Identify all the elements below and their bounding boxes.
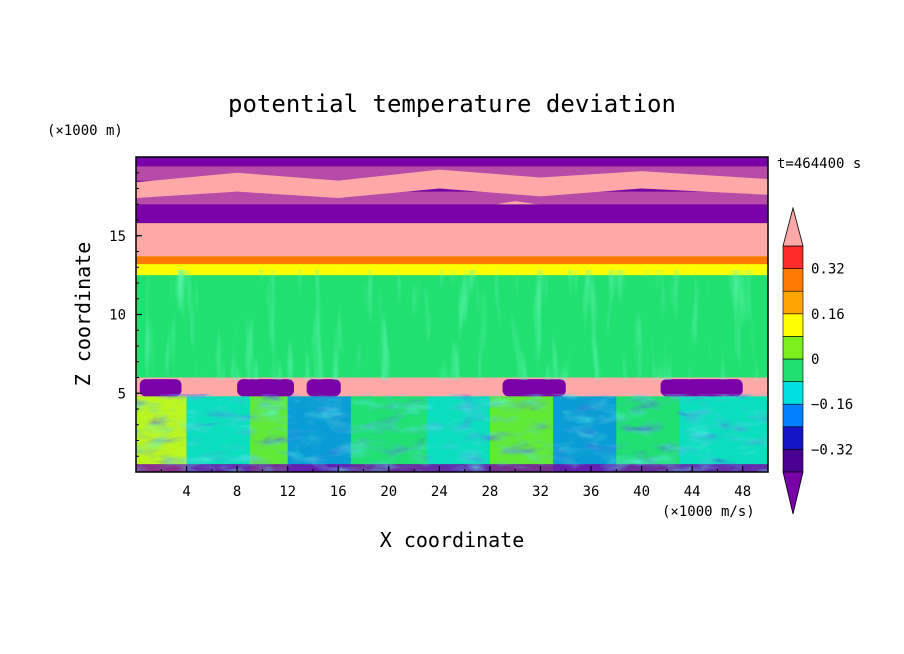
y-tick-label: 5 (118, 386, 126, 402)
x-axis-label: X coordinate (380, 528, 525, 552)
x-tick-label: 40 (633, 484, 650, 500)
y-unit-label: (×1000 m) (47, 123, 123, 139)
colorbar-swatch (782, 336, 804, 360)
colorbar-label: −0.16 (811, 397, 853, 413)
purple-cap (502, 379, 566, 397)
purple-cap (139, 379, 182, 397)
upper-salmon-layer (136, 169, 768, 198)
x-tick-label: 48 (734, 484, 751, 500)
colorbar-swatch (782, 403, 804, 428)
colorbar-label: 0 (811, 352, 819, 368)
purple-cap (237, 379, 294, 397)
colorbar-swatch (782, 358, 804, 382)
x-axis: 4 8 12 16 20 24 28 32 36 40 44 48 (160, 466, 751, 500)
y-axis: 5 10 15 (109, 172, 142, 457)
x-tick-label: 28 (481, 484, 498, 500)
colorbar-lower-extend (782, 471, 804, 515)
time-label: t=464400 s (777, 156, 861, 172)
colorbar-swatch (782, 268, 804, 292)
x-tick-label: 24 (431, 484, 448, 500)
y-tick-label: 10 (109, 308, 126, 324)
colorbar-swatch (782, 449, 804, 473)
colorbar: 0.32 0.16 0 −0.16 −0.32 (782, 206, 853, 515)
boundary-turbulence (136, 394, 768, 472)
x-tick-label: 32 (532, 484, 549, 500)
colorbar-swatch (782, 290, 804, 315)
plot-area (136, 157, 768, 472)
colorbar-upper-extend (782, 206, 804, 247)
x-tick-label: 8 (233, 484, 241, 500)
x-tick-label: 20 (380, 484, 397, 500)
colorbar-label: 0.16 (811, 307, 845, 323)
chart-title: potential temperature deviation (228, 90, 676, 118)
x-tick-label: 36 (583, 484, 600, 500)
x-tick-label: 12 (279, 484, 296, 500)
x-tick-label: 44 (684, 484, 701, 500)
green-streaks (136, 270, 768, 380)
colorbar-swatch (782, 245, 804, 269)
y-axis-label: Z coordinate (71, 242, 95, 387)
field-band (136, 377, 768, 397)
x-unit-label: (×1000 m/s) (662, 504, 755, 520)
colorbar-label: 0.32 (811, 262, 845, 278)
purple-cap (660, 379, 743, 397)
colorbar-swatch (782, 313, 804, 337)
y-tick-label: 15 (109, 229, 126, 245)
x-tick-label: 16 (330, 484, 347, 500)
colorbar-swatch (782, 426, 804, 450)
purple-cap (306, 379, 341, 397)
colorbar-label: −0.32 (811, 442, 853, 458)
colorbar-swatch (782, 381, 804, 405)
upper-speckle (270, 225, 768, 275)
x-tick-label: 4 (182, 484, 190, 500)
